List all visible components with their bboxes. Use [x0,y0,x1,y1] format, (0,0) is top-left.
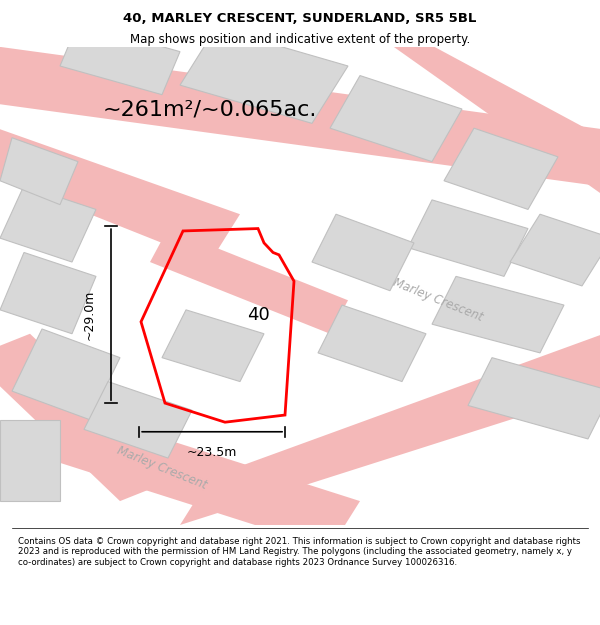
Text: Contains OS data © Crown copyright and database right 2021. This information is : Contains OS data © Crown copyright and d… [18,537,581,567]
Polygon shape [510,214,600,286]
Polygon shape [330,76,462,162]
Polygon shape [0,47,600,190]
Polygon shape [0,186,96,262]
Polygon shape [162,310,264,381]
Polygon shape [180,28,348,123]
Polygon shape [360,23,600,214]
Polygon shape [0,420,60,501]
Polygon shape [150,229,348,334]
Polygon shape [432,276,564,353]
Polygon shape [0,334,180,501]
Text: ~29.0m: ~29.0m [83,289,96,340]
Polygon shape [408,200,528,276]
Polygon shape [0,119,240,262]
Polygon shape [0,253,96,334]
Text: ~261m²/~0.065ac.: ~261m²/~0.065ac. [103,99,317,119]
Text: Marley Crescent: Marley Crescent [115,444,209,492]
Text: Marley Crescent: Marley Crescent [391,276,485,324]
Text: 40: 40 [247,306,269,324]
Text: 40, MARLEY CRESCENT, SUNDERLAND, SR5 5BL: 40, MARLEY CRESCENT, SUNDERLAND, SR5 5BL [124,12,476,25]
Text: Map shows position and indicative extent of the property.: Map shows position and indicative extent… [130,32,470,46]
Polygon shape [318,305,426,381]
Text: ~23.5m: ~23.5m [187,446,237,459]
Polygon shape [60,23,180,94]
Polygon shape [312,214,414,291]
Polygon shape [30,406,360,549]
Polygon shape [12,329,120,420]
Polygon shape [444,128,558,209]
Polygon shape [468,357,600,439]
Polygon shape [180,324,600,525]
Polygon shape [84,381,192,458]
Polygon shape [0,138,78,204]
